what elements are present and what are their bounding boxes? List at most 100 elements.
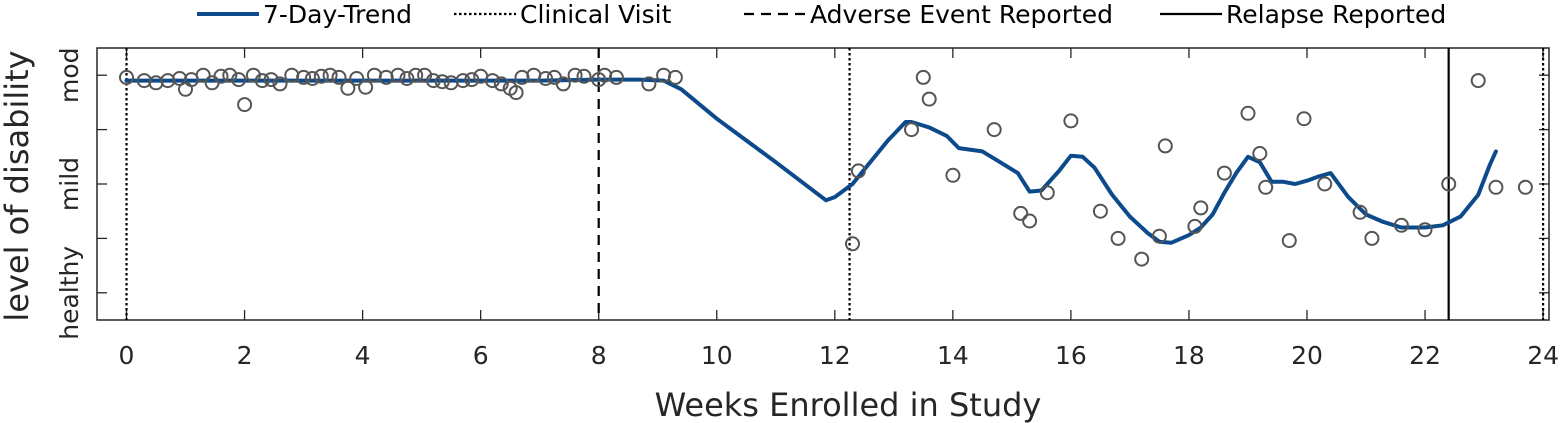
data-point <box>237 97 253 113</box>
x-tick-label: 16 <box>1055 341 1087 370</box>
data-point <box>331 69 347 85</box>
data-point <box>1110 230 1126 246</box>
data-point <box>608 69 624 85</box>
scatter-series <box>119 67 1533 267</box>
data-point <box>313 68 329 84</box>
data-point <box>390 67 406 83</box>
data-point <box>1240 105 1256 121</box>
data-point <box>1517 179 1533 195</box>
data-point <box>304 71 320 86</box>
data-point <box>1151 228 1167 244</box>
legend-label: Adverse Event Reported <box>810 0 1113 29</box>
x-tick-label: 0 <box>119 341 135 370</box>
data-point <box>1470 73 1486 89</box>
y-axis-label: level of disability <box>0 50 36 321</box>
legend-label: 7-Day-Trend <box>263 0 412 29</box>
data-point <box>408 67 424 83</box>
data-point <box>576 68 592 84</box>
data-point <box>1364 230 1380 246</box>
data-point <box>204 75 220 91</box>
data-point <box>349 71 365 86</box>
data-point <box>322 67 338 83</box>
data-point <box>263 72 279 88</box>
y-tick-label: mild <box>55 157 84 211</box>
data-point <box>1296 111 1312 127</box>
data-point <box>1039 185 1055 201</box>
data-point <box>358 79 374 95</box>
x-tick-label: 14 <box>937 341 969 370</box>
data-point <box>1092 203 1108 219</box>
data-point <box>1063 113 1079 129</box>
plot-area <box>96 47 1550 321</box>
data-point <box>222 67 238 83</box>
data-point <box>945 167 961 183</box>
x-tick-label: 22 <box>1409 341 1441 370</box>
data-point <box>1157 138 1173 154</box>
data-point <box>1022 213 1038 229</box>
legend-label: Relapse Reported <box>1226 0 1446 29</box>
data-point <box>148 75 164 91</box>
data-point <box>272 76 288 92</box>
data-point <box>119 69 134 85</box>
data-point <box>904 122 919 138</box>
data-point <box>455 73 471 89</box>
data-point <box>1393 217 1409 233</box>
data-point <box>254 73 270 89</box>
data-point <box>1488 179 1504 195</box>
data-point <box>1013 205 1029 221</box>
data-point <box>485 73 500 89</box>
data-point <box>1193 200 1209 216</box>
data-point <box>213 68 229 84</box>
data-point <box>1417 222 1433 238</box>
data-point <box>340 80 356 96</box>
y-tick-label: healthy <box>55 246 84 340</box>
x-tick-label: 8 <box>591 341 607 370</box>
data-point <box>425 73 441 89</box>
trend-series <box>124 77 1498 245</box>
data-point <box>555 76 571 92</box>
x-tick-label: 20 <box>1291 341 1323 370</box>
data-point <box>399 71 415 86</box>
data-point <box>850 163 866 179</box>
x-tick-label: 2 <box>237 341 253 370</box>
data-point <box>986 122 1002 138</box>
data-point <box>1281 233 1297 249</box>
data-point <box>464 72 480 88</box>
x-tick-label: 10 <box>701 341 733 370</box>
data-point <box>1352 204 1368 220</box>
data-point <box>667 69 683 85</box>
data-point <box>1187 218 1203 234</box>
data-point <box>915 69 931 85</box>
data-point <box>845 236 860 252</box>
data-point <box>178 81 193 97</box>
data-point <box>493 76 509 92</box>
x-tick-label: 12 <box>819 341 851 370</box>
y-tick-labels: healthy mild mod <box>55 47 84 339</box>
legend: 7-Day-Trend Clinical Visit Adverse Event R… <box>197 0 1446 29</box>
data-point <box>1252 146 1268 161</box>
data-point <box>1258 179 1274 195</box>
x-tick-labels: 0 2 4 6 8 10 12 14 16 18 20 22 24 <box>119 341 1559 370</box>
data-point <box>296 69 312 85</box>
data-point <box>434 74 450 90</box>
legend-label: Clinical Visit <box>520 0 672 29</box>
data-point <box>1441 176 1457 192</box>
trend-line <box>124 77 1498 245</box>
data-point <box>567 67 583 83</box>
data-point <box>1134 251 1150 267</box>
data-point <box>508 85 524 101</box>
data-point <box>641 76 657 92</box>
data-point <box>921 91 937 107</box>
x-tick-label: 4 <box>355 341 371 370</box>
data-point <box>1317 176 1333 192</box>
data-point <box>443 75 459 91</box>
x-tick-label: 18 <box>1173 341 1205 370</box>
data-point <box>1216 165 1232 181</box>
data-point <box>195 67 211 83</box>
x-axis-label: Weeks Enrolled in Study <box>655 386 1042 423</box>
data-point <box>538 71 554 86</box>
data-point <box>231 72 247 88</box>
x-tick-label: 6 <box>473 341 489 370</box>
x-tick-label: 24 <box>1527 341 1559 370</box>
